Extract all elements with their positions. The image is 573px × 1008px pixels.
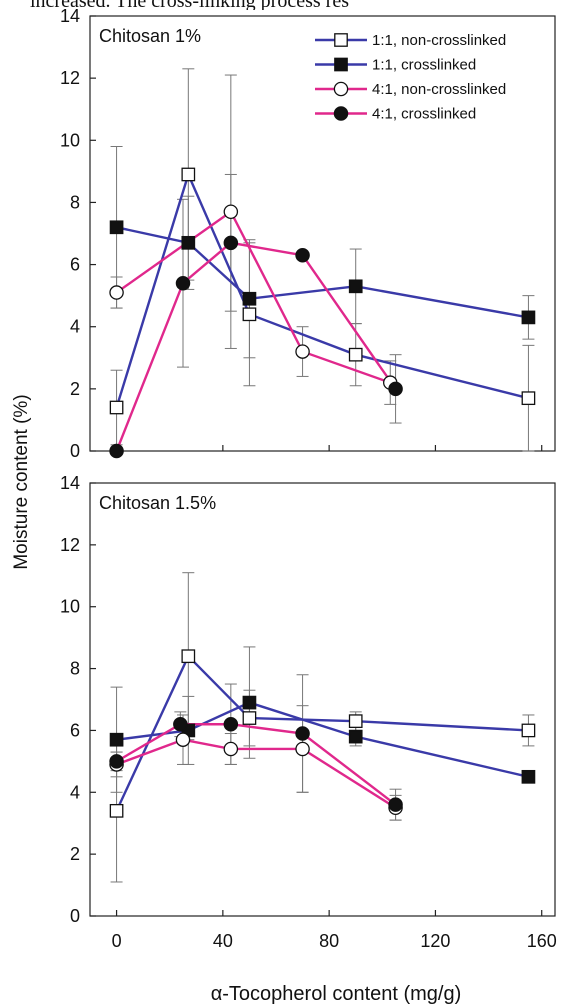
legend-label: 1:1, crosslinked <box>372 57 476 74</box>
panel-chitosan-1-5: 0 2 4 6 8 10 12 14 0 40 80 120 160 Chitosan 1.5% <box>60 473 557 951</box>
data-point <box>348 729 363 744</box>
series-line <box>115 654 529 812</box>
data-point <box>242 695 257 710</box>
data-point <box>175 275 191 291</box>
data-point <box>348 347 363 362</box>
data-point <box>242 711 257 725</box>
data-point <box>173 716 188 732</box>
data-point <box>223 741 239 757</box>
legend: 1:1, non-crosslinked 1:1, crosslinked 4:1,… <box>315 32 506 123</box>
data-point <box>223 235 239 251</box>
panel-chitosan-1: 0 2 4 6 8 10 12 14 Chitosan 1% <box>60 6 556 461</box>
y-tick-label: 2 <box>70 844 80 864</box>
data-point <box>223 716 239 732</box>
y-tick-label: 10 <box>60 130 80 150</box>
series-line <box>116 226 529 319</box>
panel-title: Chitosan 1.5% <box>99 493 216 513</box>
data-point <box>295 726 310 741</box>
data-point <box>388 797 403 812</box>
legend-marker <box>334 33 348 47</box>
x-tick-label: 160 <box>527 931 557 951</box>
data-point <box>109 732 124 747</box>
data-point <box>348 714 363 729</box>
data-point <box>242 307 257 322</box>
y-tick-label: 10 <box>60 597 80 617</box>
data-point <box>521 391 536 406</box>
series-line <box>115 209 391 384</box>
data-point <box>521 723 536 738</box>
data-point <box>521 769 536 784</box>
y-tick-label: 14 <box>60 473 80 493</box>
y-tick-label: 4 <box>70 317 80 337</box>
data-point <box>181 649 196 664</box>
data-point <box>109 285 124 300</box>
data-point <box>109 803 124 818</box>
x-tick-label: 40 <box>213 931 233 951</box>
y-tick-label: 8 <box>70 659 80 679</box>
y-tick-label: 12 <box>60 68 80 88</box>
y-tick-label: 0 <box>70 441 80 461</box>
data-point <box>295 247 310 263</box>
data-point <box>109 400 124 415</box>
legend-marker <box>334 57 348 72</box>
plot-area <box>109 572 536 883</box>
data-point <box>521 310 536 325</box>
legend-marker <box>333 106 349 121</box>
y-tick-label: 8 <box>70 192 80 212</box>
data-point <box>242 291 257 306</box>
x-tick-label: 0 <box>112 931 122 951</box>
data-point <box>109 754 124 769</box>
data-point <box>348 279 363 294</box>
data-point <box>181 167 196 182</box>
legend-label: 4:1, crosslinked <box>372 106 476 123</box>
data-point <box>181 235 196 250</box>
plot-area <box>109 68 536 459</box>
data-point <box>223 204 239 219</box>
data-point <box>295 741 310 757</box>
header-text-fragment: increased. The cross-linking process res <box>30 0 550 10</box>
data-point <box>295 344 310 359</box>
plot-frame <box>89 15 556 452</box>
plot-frame <box>89 482 556 917</box>
x-tick-label: 120 <box>420 931 450 951</box>
y-tick-label: 12 <box>60 535 80 555</box>
legend-label: 1:1, non-crosslinked <box>372 32 506 49</box>
panel-title: Chitosan 1% <box>99 26 201 46</box>
legend-marker <box>333 81 349 97</box>
legend-label: 4:1, non-crosslinked <box>372 81 506 98</box>
y-tick-label: 2 <box>70 379 80 399</box>
x-axis-label: α-Tocopherol content (mg/g) <box>211 983 462 1005</box>
y-tick-label: 4 <box>70 782 80 802</box>
data-point <box>175 732 191 747</box>
y-tick-label: 14 <box>60 6 80 26</box>
y-tick-label: 0 <box>70 906 80 926</box>
data-point <box>109 443 124 459</box>
data-point <box>388 381 403 397</box>
y-tick-label: 6 <box>70 255 80 275</box>
y-axis-label: Moisture content (%) <box>11 394 32 569</box>
x-tick-label: 80 <box>319 931 339 951</box>
y-tick-label: 6 <box>70 720 80 740</box>
data-point <box>109 220 124 235</box>
